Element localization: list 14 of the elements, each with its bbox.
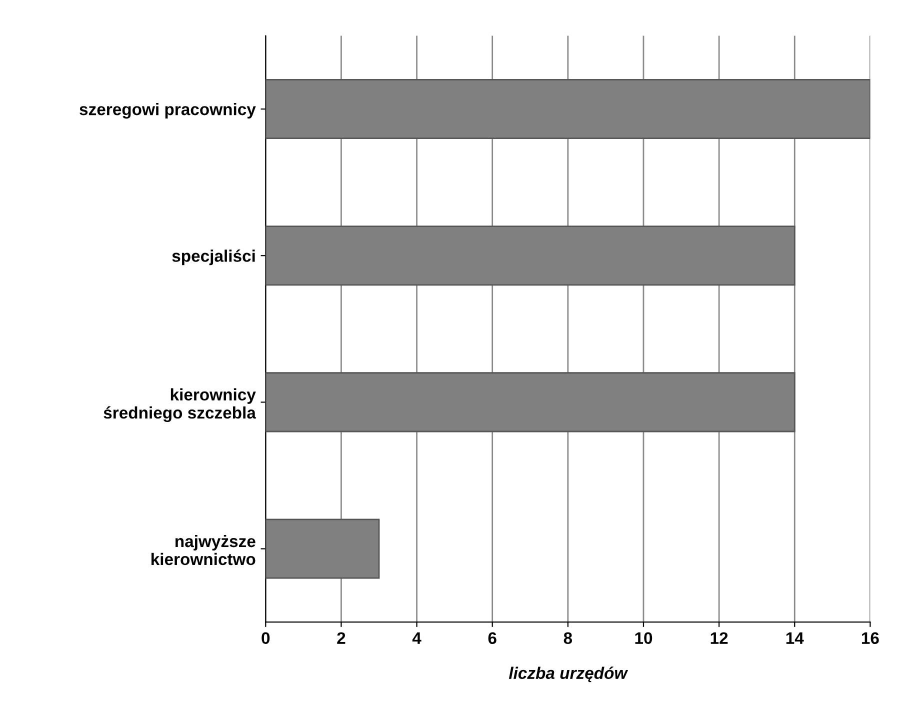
x-tick-label: 14 xyxy=(786,632,804,644)
y-tick-label: najwyższe kierownictwo xyxy=(152,534,256,566)
x-tick-label: 16 xyxy=(862,632,879,644)
x-tick-label: 4 xyxy=(412,632,422,644)
y-tick-label: specjaliści xyxy=(172,250,255,266)
x-tick-label: 12 xyxy=(710,632,728,644)
y-tick-label: szeregowi pracownicy xyxy=(80,103,256,119)
x-tick-label: 2 xyxy=(337,632,346,644)
y-tick-label: kierownicy średniego szczebla xyxy=(104,388,256,422)
x-tick-label: 8 xyxy=(564,632,572,644)
x-tick-label: 0 xyxy=(262,632,270,644)
x-axis-title: liczba urzędów xyxy=(508,666,628,682)
x-tick-label: 10 xyxy=(635,632,652,644)
x-tick-label: 6 xyxy=(488,632,496,644)
